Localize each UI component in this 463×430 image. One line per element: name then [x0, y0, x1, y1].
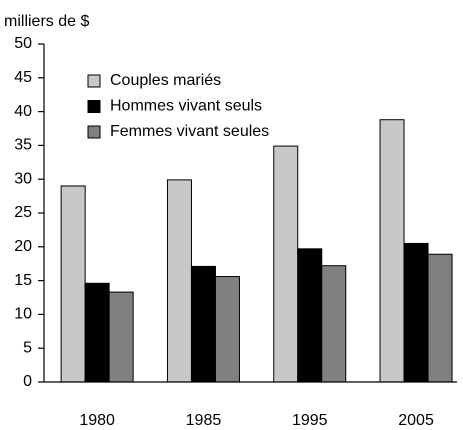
x-tick-label: 2005 — [398, 412, 434, 429]
bar — [379, 119, 405, 383]
legend-swatch — [87, 100, 101, 113]
bar — [297, 248, 323, 383]
y-tick-label: 35 — [14, 137, 32, 154]
legend-swatch — [87, 74, 101, 88]
bar — [84, 282, 110, 383]
bar — [427, 253, 453, 383]
y-tick-label: 50 — [14, 35, 32, 52]
bar — [60, 185, 86, 383]
bar — [190, 265, 216, 383]
bar — [273, 145, 299, 383]
bar — [108, 291, 134, 383]
x-tick-label: 1980 — [79, 412, 115, 429]
legend-swatch — [87, 125, 101, 139]
x-tick-label: 1995 — [292, 412, 328, 429]
y-tick-label: 5 — [23, 339, 32, 356]
y-tick-label: 45 — [14, 69, 32, 86]
legend-label: Femmes vivant seules — [110, 123, 269, 140]
y-tick-label: 10 — [14, 306, 32, 323]
y-tick-label: 0 — [23, 373, 32, 390]
legend-label: Couples mariés — [110, 72, 221, 89]
legend-label: Hommes vivant seuls — [110, 98, 262, 115]
y-axis-label: milliers de $ — [4, 13, 89, 30]
bar — [403, 242, 429, 383]
y-tick-label: 25 — [14, 204, 32, 221]
y-tick-label: 15 — [14, 272, 32, 289]
y-tick-label: 30 — [14, 170, 32, 187]
y-tick-label: 40 — [14, 103, 32, 120]
y-tick-label: 20 — [14, 238, 32, 255]
bar — [321, 265, 347, 383]
x-tick-label: 1985 — [186, 412, 222, 429]
bar — [214, 276, 240, 383]
bar — [166, 179, 192, 383]
